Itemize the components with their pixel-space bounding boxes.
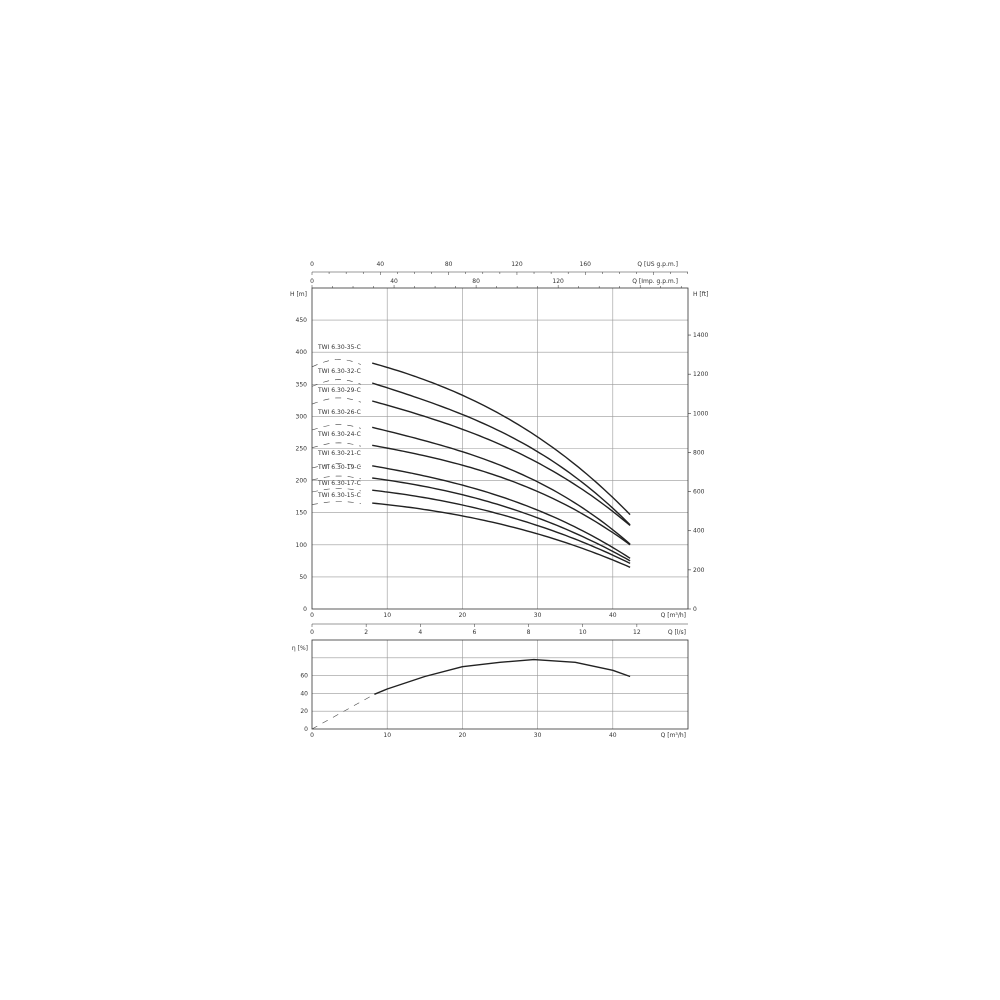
curve-label: TWI 6.30-35-C bbox=[317, 344, 361, 351]
x-axis-label: Q [m³/h] bbox=[661, 732, 686, 739]
y-axis-label: η [%] bbox=[292, 645, 308, 652]
x-tick-label: 40 bbox=[609, 732, 617, 739]
y2-tick-label: 600 bbox=[693, 489, 705, 496]
us-gpm-tick-label: 80 bbox=[445, 261, 453, 268]
efficiency-curve-dashed-extension bbox=[311, 694, 375, 730]
imp-gpm-tick-label: 80 bbox=[472, 278, 480, 285]
curve-label: TWI 6.30-17-C bbox=[317, 480, 361, 487]
head-curve-dashed-extension bbox=[311, 475, 361, 481]
y-tick-label: 200 bbox=[296, 478, 308, 485]
x-tick-label: 10 bbox=[383, 732, 391, 739]
x-tick-label: 20 bbox=[459, 732, 467, 739]
curve-label: TWI 6.30-26-C bbox=[317, 409, 361, 416]
y2-tick-label: 0 bbox=[693, 606, 697, 613]
curve-label: TWI 6.30-32-C bbox=[317, 368, 361, 375]
y2-tick-label: 800 bbox=[693, 449, 705, 456]
us-gpm-axis-label: Q [US g.p.m.] bbox=[637, 261, 678, 268]
us-gpm-tick-label: 120 bbox=[511, 261, 523, 268]
curve-label: TWI 6.30-19-C bbox=[317, 464, 361, 471]
x-tick-label: 30 bbox=[534, 732, 542, 739]
head-curve-TWI-6-30-35-C bbox=[372, 362, 631, 516]
imp-gpm-axis-label: Q [Imp. g.p.m.] bbox=[632, 278, 678, 285]
ls-tick-label: 0 bbox=[310, 629, 314, 636]
x-tick-label: 0 bbox=[310, 612, 314, 619]
curve-label: TWI 6.30-29-C bbox=[317, 387, 361, 394]
head-curve-dashed-extension bbox=[311, 379, 362, 387]
y-tick-label: 150 bbox=[296, 510, 308, 517]
y-tick-label: 400 bbox=[296, 349, 308, 356]
y-tick-label: 0 bbox=[304, 726, 308, 733]
imp-gpm-tick-label: 120 bbox=[552, 278, 564, 285]
y-tick-label: 350 bbox=[296, 381, 308, 388]
head-curve-dashed-extension bbox=[311, 488, 361, 493]
head-curve-TWI-6-30-15-C bbox=[372, 502, 631, 568]
ls-tick-label: 12 bbox=[633, 629, 641, 636]
head-curve-dashed-extension bbox=[311, 501, 361, 505]
head-curve-dashed-extension bbox=[311, 442, 361, 448]
x-tick-label: 10 bbox=[383, 612, 391, 619]
y-axis-label: H [m] bbox=[290, 291, 307, 298]
y-tick-label: 0 bbox=[303, 606, 307, 613]
y-tick-label: 20 bbox=[300, 708, 308, 715]
y-tick-label: 40 bbox=[300, 690, 308, 697]
y-tick-label: 300 bbox=[296, 413, 308, 420]
ls-tick-label: 6 bbox=[473, 629, 477, 636]
y-tick-label: 100 bbox=[296, 542, 308, 549]
y2-tick-label: 400 bbox=[693, 528, 705, 535]
curve-label: TWI 6.30-21-C bbox=[317, 450, 361, 457]
x-tick-label: 20 bbox=[459, 612, 467, 619]
x-axis-label: Q [m³/h] bbox=[661, 612, 686, 619]
ls-tick-label: 8 bbox=[527, 629, 531, 636]
y-tick-label: 50 bbox=[299, 574, 307, 581]
head-curve-dashed-extension bbox=[311, 463, 361, 469]
head-curve-TWI-6-30-24-C bbox=[372, 444, 631, 546]
curve-label: TWI 6.30-24-C bbox=[317, 431, 361, 438]
us-gpm-tick-label: 0 bbox=[310, 261, 314, 268]
us-gpm-tick-label: 160 bbox=[580, 261, 592, 268]
head-curve-TWI-6-30-32-C bbox=[371, 382, 631, 526]
imp-gpm-tick-label: 40 bbox=[390, 278, 398, 285]
y2-tick-label: 200 bbox=[693, 567, 705, 574]
y2-axis-label: H [ft] bbox=[693, 291, 708, 298]
ls-tick-label: 10 bbox=[579, 629, 587, 636]
ls-axis-label: Q [l/s] bbox=[668, 629, 686, 636]
y2-tick-label: 1200 bbox=[693, 371, 708, 378]
us-gpm-tick-label: 40 bbox=[376, 261, 384, 268]
plot-frame bbox=[311, 639, 689, 730]
head-curve-dashed-extension bbox=[311, 424, 361, 431]
head-curve-TWI-6-30-19-C bbox=[372, 477, 631, 562]
curve-label: TWI 6.30-15-C bbox=[317, 492, 361, 499]
plot-frame bbox=[311, 287, 689, 610]
ls-tick-label: 4 bbox=[418, 629, 422, 636]
head-curve-TWI-6-30-17-C bbox=[372, 489, 631, 565]
x-tick-label: 0 bbox=[310, 732, 314, 739]
efficiency-curve bbox=[374, 658, 631, 695]
y-tick-label: 60 bbox=[300, 673, 308, 680]
y-tick-label: 450 bbox=[296, 317, 308, 324]
y2-tick-label: 1000 bbox=[693, 410, 708, 417]
x-tick-label: 30 bbox=[534, 612, 542, 619]
head-curve-dashed-extension bbox=[311, 397, 361, 405]
ls-tick-label: 2 bbox=[364, 629, 368, 636]
head-curve-TWI-6-30-21-C bbox=[372, 465, 631, 559]
head-curve-dashed-extension bbox=[311, 359, 362, 368]
x-tick-label: 40 bbox=[609, 612, 617, 619]
head-curve-TWI-6-30-29-C bbox=[372, 400, 631, 527]
y-tick-label: 250 bbox=[296, 446, 308, 453]
head-curve-TWI-6-30-26-C bbox=[372, 426, 631, 545]
imp-gpm-tick-label: 0 bbox=[310, 278, 314, 285]
y2-tick-label: 1400 bbox=[693, 332, 708, 339]
